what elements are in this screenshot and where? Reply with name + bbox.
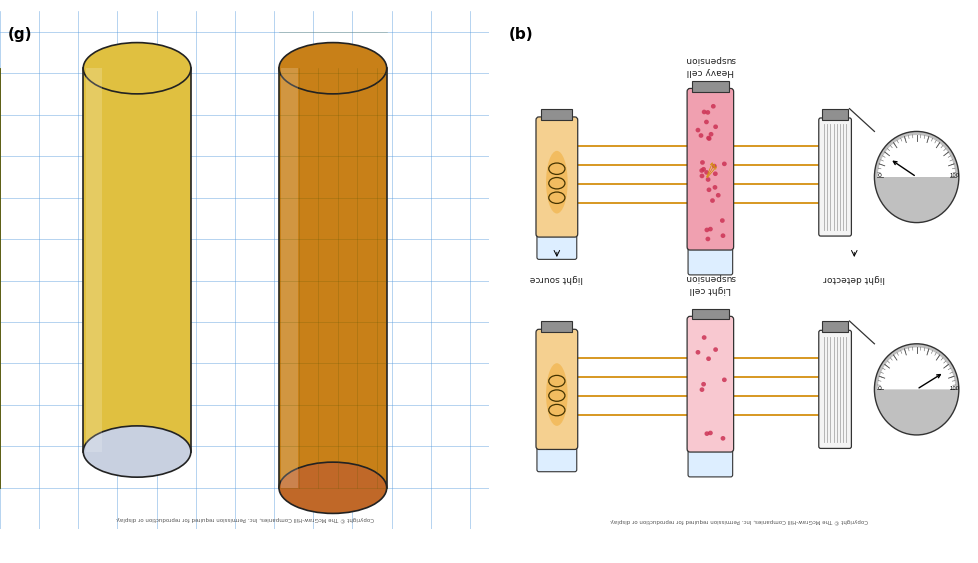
- Text: (g): (g): [8, 27, 32, 42]
- Ellipse shape: [720, 436, 725, 441]
- Ellipse shape: [707, 227, 712, 231]
- Ellipse shape: [715, 193, 720, 198]
- Ellipse shape: [699, 160, 704, 165]
- Ellipse shape: [719, 218, 724, 223]
- Bar: [822, 109, 847, 120]
- Text: 100: 100: [948, 173, 958, 178]
- FancyBboxPatch shape: [687, 88, 733, 250]
- Text: Copyright © The McGraw-Hill Companies, Inc. Permission required for reproduction: Copyright © The McGraw-Hill Companies, I…: [609, 519, 867, 524]
- Ellipse shape: [712, 171, 717, 176]
- FancyBboxPatch shape: [536, 232, 576, 260]
- Ellipse shape: [720, 233, 725, 238]
- Wedge shape: [877, 135, 955, 177]
- Wedge shape: [877, 347, 955, 390]
- Text: Heavy cell
suspension: Heavy cell suspension: [685, 55, 734, 76]
- Ellipse shape: [705, 356, 710, 361]
- Ellipse shape: [83, 43, 191, 94]
- Ellipse shape: [705, 236, 710, 242]
- Bar: [83, 68, 191, 452]
- Bar: [691, 81, 728, 92]
- FancyBboxPatch shape: [535, 329, 577, 449]
- Bar: [691, 309, 728, 319]
- Ellipse shape: [699, 173, 703, 178]
- Ellipse shape: [694, 128, 699, 132]
- FancyBboxPatch shape: [688, 245, 732, 275]
- Ellipse shape: [709, 198, 714, 203]
- Ellipse shape: [546, 363, 567, 426]
- Circle shape: [873, 344, 957, 435]
- Text: light source: light source: [530, 274, 583, 283]
- Ellipse shape: [699, 387, 703, 392]
- Ellipse shape: [705, 136, 710, 140]
- Ellipse shape: [712, 185, 717, 190]
- Ellipse shape: [701, 110, 706, 114]
- Text: 0: 0: [876, 386, 880, 391]
- Ellipse shape: [713, 124, 717, 129]
- Ellipse shape: [703, 120, 708, 124]
- Ellipse shape: [83, 426, 191, 477]
- Ellipse shape: [711, 164, 716, 168]
- FancyBboxPatch shape: [818, 330, 851, 448]
- Bar: [279, 68, 386, 488]
- Ellipse shape: [704, 431, 708, 436]
- Ellipse shape: [713, 347, 717, 352]
- FancyBboxPatch shape: [535, 117, 577, 237]
- Circle shape: [873, 131, 957, 222]
- FancyBboxPatch shape: [688, 447, 732, 477]
- Bar: [281, 68, 297, 488]
- Ellipse shape: [705, 110, 709, 115]
- Ellipse shape: [279, 43, 386, 94]
- Text: light detector: light detector: [822, 274, 884, 283]
- Text: Copyright © The McGraw-Hill Companies, Inc. Permission required for reproduction: Copyright © The McGraw-Hill Companies, I…: [115, 516, 374, 521]
- Ellipse shape: [703, 170, 708, 175]
- Ellipse shape: [698, 168, 703, 173]
- Bar: [541, 109, 572, 120]
- Ellipse shape: [279, 462, 386, 513]
- Ellipse shape: [701, 335, 706, 340]
- FancyBboxPatch shape: [818, 118, 851, 236]
- FancyBboxPatch shape: [536, 444, 576, 472]
- Ellipse shape: [721, 377, 726, 382]
- Ellipse shape: [546, 151, 567, 213]
- Bar: [85, 68, 102, 452]
- Ellipse shape: [710, 104, 715, 109]
- Ellipse shape: [707, 431, 712, 435]
- Text: 100: 100: [948, 386, 958, 391]
- Ellipse shape: [721, 162, 726, 166]
- Text: 0: 0: [876, 173, 880, 178]
- Ellipse shape: [706, 136, 711, 141]
- Ellipse shape: [700, 167, 705, 172]
- Bar: [822, 321, 847, 332]
- Ellipse shape: [705, 177, 710, 182]
- Ellipse shape: [700, 382, 705, 387]
- FancyBboxPatch shape: [687, 316, 733, 452]
- Ellipse shape: [706, 187, 711, 192]
- Text: Light cell
suspension: Light cell suspension: [685, 272, 734, 293]
- Ellipse shape: [704, 227, 708, 233]
- Text: (b): (b): [509, 27, 533, 42]
- Bar: [541, 321, 572, 332]
- Ellipse shape: [698, 133, 702, 138]
- Ellipse shape: [694, 350, 699, 355]
- Ellipse shape: [708, 132, 713, 137]
